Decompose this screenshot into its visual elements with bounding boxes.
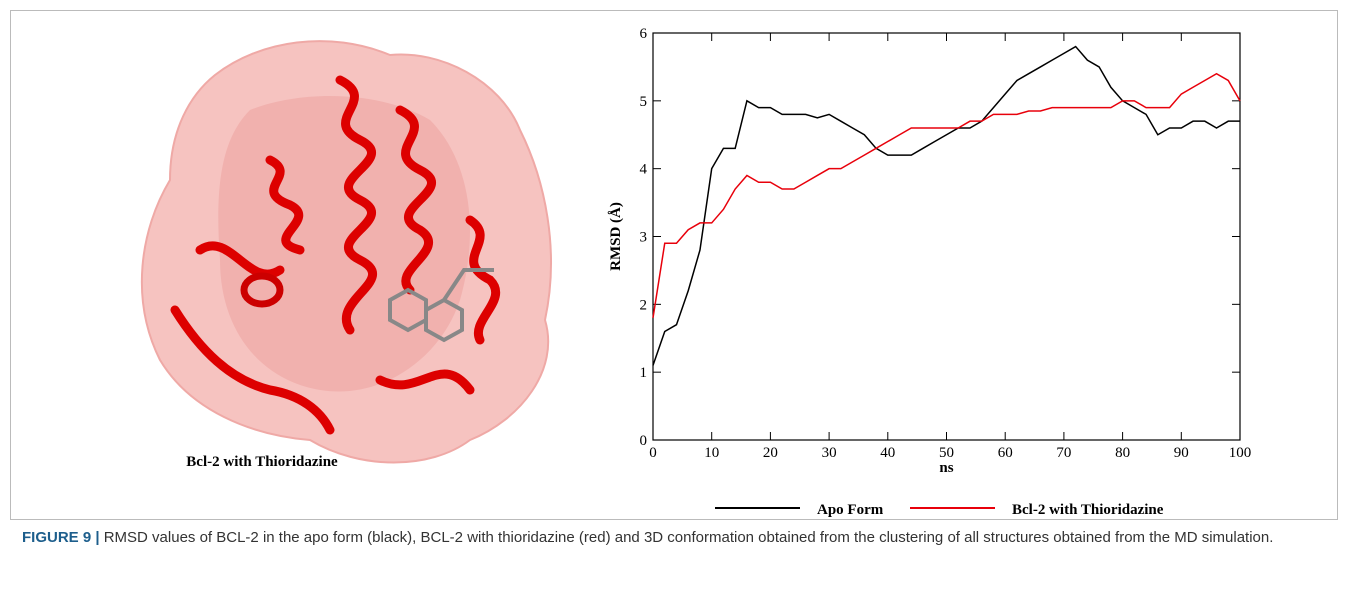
x-axis-title: ns (939, 460, 953, 476)
series-line (652, 72, 1241, 319)
x-tick-label: 50 (939, 445, 954, 461)
x-tick-label: 90 (1174, 445, 1189, 461)
x-tick-label: 0 (649, 445, 657, 461)
image-label: Bcl-2 with Thioridazine (186, 454, 338, 470)
figure-frame (10, 10, 1338, 520)
x-tick-label: 60 (998, 445, 1013, 461)
legend-label: Apo Form (817, 502, 884, 518)
y-tick-label: 6 (640, 26, 648, 42)
caption-text: RMSD values of BCL-2 in the apo form (bl… (103, 529, 1274, 546)
y-tick-label: 5 (640, 94, 648, 110)
x-tick-label: 30 (822, 445, 837, 461)
x-tick-label: 10 (704, 445, 719, 461)
y-axis-title: RMSD (Å) (608, 202, 624, 271)
y-tick-label: 0 (640, 433, 648, 449)
y-tick-label: 1 (640, 365, 648, 381)
x-tick-label: 20 (763, 445, 778, 461)
ribbons (170, 75, 501, 435)
y-tick-label: 2 (640, 297, 648, 313)
caption: FIGURE 9 | RMSD values of BCL-2 in the a… (22, 527, 1322, 549)
x-tick-label: 70 (1056, 445, 1071, 461)
x-tick-label: 80 (1115, 445, 1130, 461)
helix (240, 272, 284, 308)
legend-label: Bcl-2 with Thioridazine (1012, 502, 1164, 518)
figure: Bcl-2 with Thioridazine 0 10 20 30 40 50 60 70 8… (140, 26, 1252, 518)
ligand (388, 268, 494, 343)
plot-frame (652, 32, 1241, 441)
x-tick-label: 100 (1229, 445, 1252, 461)
series-line (652, 45, 1240, 366)
protein-render (140, 40, 552, 464)
y-tick-label: 3 (640, 230, 648, 246)
caption-label: FIGURE 9 | (22, 529, 100, 546)
x-tick-label: 40 (880, 445, 895, 461)
y-tick-label: 4 (640, 162, 648, 178)
